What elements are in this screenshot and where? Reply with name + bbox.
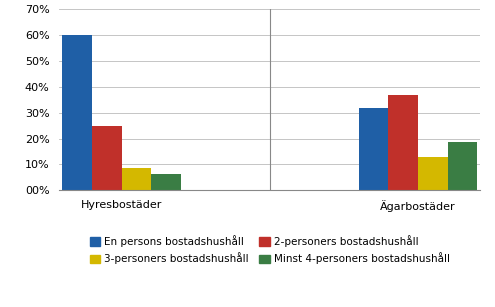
Bar	[418, 157, 447, 190]
Bar	[447, 142, 477, 190]
Bar	[62, 35, 92, 190]
Bar	[92, 126, 122, 190]
Bar	[122, 168, 151, 190]
Legend: En persons bostadshushåll, 3-personers bostadshushåll, 2-personers bostadshushål: En persons bostadshushåll, 3-personers b…	[90, 235, 450, 264]
Bar	[151, 174, 181, 190]
Bar	[388, 95, 418, 190]
Bar	[359, 107, 388, 190]
